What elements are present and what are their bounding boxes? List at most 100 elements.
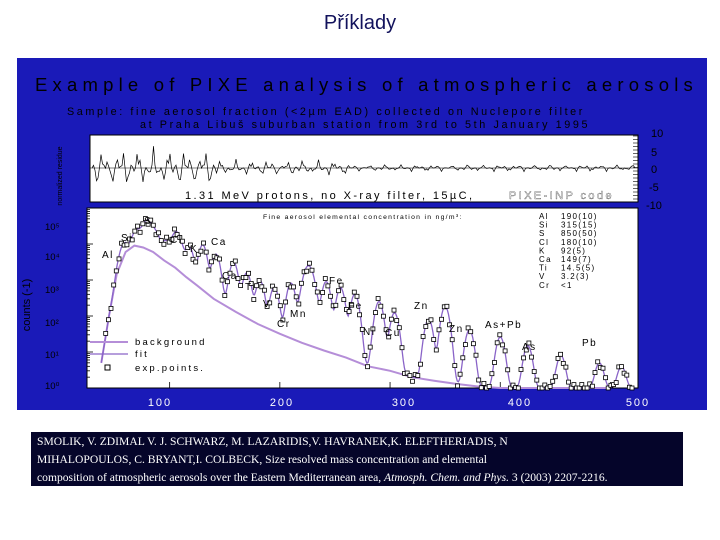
concentration-value: <1: [561, 281, 573, 290]
concentration-value: 850(50): [561, 229, 598, 238]
exp-point: [203, 249, 209, 255]
exp-point: [579, 382, 585, 387]
residue-tick-m5: -5: [649, 182, 659, 194]
y-axis-label: counts (-1): [21, 279, 33, 332]
peak-label-mn: Mn: [290, 309, 307, 320]
exp-point: [447, 322, 453, 328]
exp-point: [486, 383, 492, 389]
citation-line-3: composition of atmospheric aerosols over…: [37, 469, 677, 486]
exp-point: [452, 363, 458, 369]
exp-point: [267, 300, 273, 306]
peak-label-pb: Pb: [582, 338, 597, 349]
exp-point: [219, 277, 225, 283]
exp-point: [156, 230, 162, 236]
exp-point: [555, 355, 561, 361]
exp-point: [193, 259, 199, 265]
exp-point: [370, 326, 376, 332]
exp-point: [275, 293, 281, 299]
exp-point: [256, 278, 262, 283]
exp-point: [261, 287, 267, 293]
exp-point: [592, 370, 598, 376]
exp-point: [478, 385, 484, 391]
exp-point: [394, 318, 400, 323]
exp-point: [481, 380, 487, 386]
exp-point: [108, 305, 114, 311]
concentration-element: V: [539, 272, 546, 281]
exp-point: [124, 242, 130, 248]
exp-point: [269, 283, 275, 289]
exp-point: [333, 302, 339, 308]
exp-point: [195, 251, 201, 257]
figure-heading: Example of PIXE analysis of atmospheric …: [35, 74, 698, 95]
peak-label-fe2: Fe: [348, 301, 363, 312]
concentration-value: 92(5): [561, 246, 586, 255]
concentration-table: Al 190(10) Si 315(15) S 850(50) Cl 180(10) K 92(5…: [539, 212, 598, 290]
pixe-figure: Example of PIXE analysis of atmospheric …: [17, 58, 707, 410]
exp-point: [116, 256, 122, 262]
exp-point: [179, 238, 185, 244]
exp-point: [428, 317, 434, 323]
x-tick-label: 400: [508, 397, 532, 409]
peak-label-k: K: [190, 244, 198, 255]
exp-point: [571, 382, 577, 388]
exp-point: [161, 241, 167, 247]
exp-point: [277, 303, 283, 309]
exp-point: [174, 232, 180, 237]
exp-point: [576, 385, 582, 391]
y-tick-label: 10³: [45, 285, 59, 296]
exp-point: [325, 283, 331, 289]
exp-point: [312, 282, 318, 287]
exp-point: [222, 293, 228, 298]
exp-point: [566, 379, 571, 385]
exp-point: [521, 355, 527, 361]
exp-point: [423, 324, 429, 329]
exp-point: [396, 325, 402, 331]
peak-label-ti: Ti: [245, 282, 256, 293]
concentration-value: 149(7): [561, 255, 592, 264]
exp-point: [534, 377, 540, 383]
exp-point: [457, 371, 463, 377]
exp-point: [418, 361, 423, 367]
residue-ticks: [633, 135, 638, 200]
y-tick-label: 10⁰: [45, 381, 60, 392]
exp-point: [388, 316, 394, 322]
exp-point: [462, 342, 468, 348]
concentration-element: Ca: [539, 255, 552, 264]
exp-point: [410, 378, 415, 384]
exp-point: [497, 332, 503, 338]
exp-point: [420, 334, 426, 339]
exp-point: [132, 228, 138, 234]
exp-point: [272, 286, 278, 292]
exp-point: [201, 240, 207, 246]
exp-point: [322, 276, 328, 281]
exp-point: [187, 242, 193, 248]
exp-point: [304, 268, 310, 274]
exp-point: [283, 299, 289, 305]
exp-point: [264, 304, 270, 309]
exp-point: [309, 267, 315, 273]
exp-point: [375, 296, 381, 301]
concentration-value: 14.5(5): [561, 264, 595, 273]
exp-point: [254, 283, 259, 289]
exp-point: [306, 260, 312, 266]
exp-point: [367, 344, 373, 350]
peak-label-cu: Cu: [385, 328, 401, 339]
exp-point: [349, 302, 355, 308]
y-tick-label: 10¹: [45, 350, 59, 361]
concentration-element: K: [539, 246, 546, 255]
exp-point: [111, 282, 117, 288]
exp-point: [468, 329, 474, 335]
exp-point: [449, 337, 455, 343]
x-tick-label: 200: [270, 397, 294, 409]
exp-point: [359, 326, 365, 332]
exp-point: [198, 248, 204, 254]
residue-tick-5: 5: [651, 147, 657, 159]
exp-point: [164, 234, 170, 240]
exp-point: [172, 226, 177, 232]
exp-point: [296, 301, 302, 307]
exp-point: [539, 385, 545, 391]
exp-point: [328, 293, 333, 299]
exp-point: [251, 297, 257, 302]
exp-point: [603, 375, 608, 381]
concentration-element: S: [539, 229, 546, 238]
